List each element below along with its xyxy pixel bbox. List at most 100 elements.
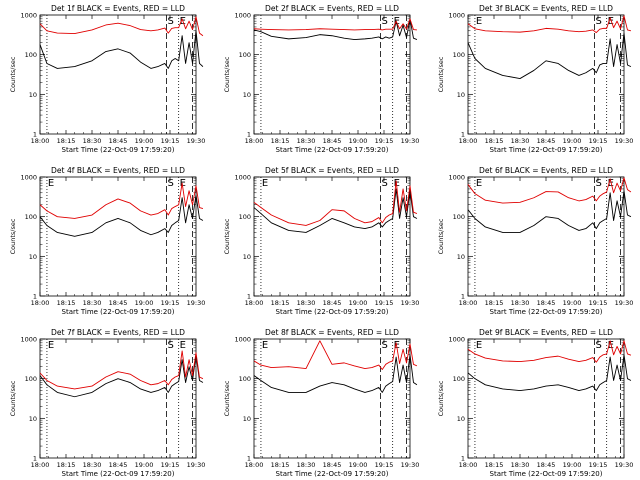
y-tick-label: 1 [247, 131, 251, 139]
x-tick-label: 18:45 [109, 461, 128, 469]
x-tick-label: 18:15 [57, 299, 76, 307]
panel-det-7f: Det 7f BLACK = Events, RED = LLD 1 10 100 10… [9, 328, 205, 478]
marker-label: E [476, 178, 482, 189]
x-tick-label: 19:00 [135, 299, 154, 307]
plot-frame [467, 14, 625, 135]
y-tick-label: 1000 [20, 336, 37, 344]
panel-det-1f: Det 1f BLACK = Events, RED = LLD 1 10 100 10… [9, 4, 205, 154]
x-tick-label: 18:15 [271, 299, 290, 307]
y-tick-label: 1 [461, 293, 465, 301]
x-tick-label: 19:00 [135, 461, 154, 469]
y-axis-label: Counts/sec [223, 56, 231, 92]
x-tick-label: 18:00 [459, 299, 478, 307]
x-tick-label: 18:30 [297, 299, 316, 307]
plot-frame [39, 176, 197, 297]
series-line-lld [253, 340, 418, 370]
x-tick-label: 18:15 [271, 137, 290, 145]
y-tick-label: 1000 [234, 336, 251, 344]
marker-label: S [168, 16, 174, 27]
x-tick-label: 18:45 [537, 461, 556, 469]
x-tick-label: 18:45 [323, 299, 342, 307]
x-tick-label: 18:00 [459, 461, 478, 469]
series-line-lld [253, 18, 417, 31]
marker-label: S [596, 340, 602, 351]
y-axis-label: Counts/sec [223, 380, 231, 416]
plot-frame [39, 338, 197, 459]
x-axis-label: Start Time (22-Oct-09 17:59:20) [490, 146, 603, 154]
x-tick-label: 18:45 [109, 299, 128, 307]
y-tick-label: 1 [247, 293, 251, 301]
panel-title: Det 9f BLACK = Events, RED = LLD [479, 328, 613, 337]
panel-title: Det 2f BLACK = Events, RED = LLD [265, 4, 399, 13]
series-line-events [467, 32, 632, 79]
panel-title: Det 3f BLACK = Events, RED = LLD [479, 4, 613, 13]
marker-label: E [476, 340, 482, 351]
y-tick-label: 100 [239, 213, 251, 221]
y-tick-label: 1000 [448, 336, 465, 344]
x-tick-label: 18:30 [511, 137, 530, 145]
y-tick-label: 1 [33, 131, 37, 139]
y-tick-label: 1 [33, 455, 37, 463]
x-tick-label: 18:30 [511, 461, 530, 469]
plot-frame [253, 176, 411, 297]
x-tick-label: 19:30 [187, 461, 206, 469]
marker-label: E [394, 16, 400, 27]
panel-det-3f: Det 3f BLACK = Events, RED = LLD 1 10 100 10… [437, 4, 633, 154]
x-tick-label: 19:00 [349, 137, 368, 145]
y-axis-label: Counts/sec [437, 218, 445, 254]
marker-label: S [382, 340, 388, 351]
panel-title: Det 1f BLACK = Events, RED = LLD [51, 4, 185, 13]
x-tick-label: 19:15 [161, 461, 180, 469]
x-tick-label: 18:30 [511, 299, 530, 307]
series-line-lld [467, 177, 632, 204]
series-line-events [39, 354, 204, 398]
x-tick-label: 19:00 [349, 461, 368, 469]
x-tick-label: 19:15 [589, 299, 608, 307]
y-tick-label: 100 [25, 51, 37, 59]
y-tick-label: 1 [461, 131, 465, 139]
x-tick-label: 19:30 [615, 461, 634, 469]
marker-label: S [382, 16, 388, 27]
y-tick-label: 1000 [448, 12, 465, 20]
x-tick-label: 19:15 [375, 461, 394, 469]
plot-frame [253, 14, 411, 135]
y-tick-label: 1000 [234, 174, 251, 182]
series-line-events [253, 18, 418, 41]
x-tick-label: 18:30 [83, 461, 102, 469]
x-tick-label: 18:45 [323, 137, 342, 145]
x-tick-label: 19:15 [161, 137, 180, 145]
x-tick-label: 18:45 [537, 137, 556, 145]
x-tick-label: 18:15 [57, 461, 76, 469]
y-tick-label: 10 [29, 91, 37, 99]
y-tick-label: 100 [25, 213, 37, 221]
x-tick-label: 19:30 [401, 461, 420, 469]
y-axis-label: Counts/sec [437, 56, 445, 92]
x-tick-label: 18:00 [245, 137, 264, 145]
x-tick-label: 19:30 [401, 137, 420, 145]
marker-label: S [596, 178, 602, 189]
panel-det-9f: Det 9f BLACK = Events, RED = LLD 1 10 100 10… [437, 328, 633, 478]
x-tick-label: 19:30 [615, 299, 634, 307]
x-tick-label: 18:00 [31, 461, 50, 469]
y-tick-label: 100 [239, 375, 251, 383]
x-axis-label: Start Time (22-Oct-09 17:59:20) [276, 308, 389, 316]
marker-label: E [262, 178, 268, 189]
y-axis-label: Counts/sec [223, 218, 231, 254]
x-axis-label: Start Time (22-Oct-09 17:59:20) [62, 308, 175, 316]
y-tick-label: 10 [457, 91, 465, 99]
marker-label: S [382, 178, 388, 189]
x-tick-label: 18:30 [297, 137, 316, 145]
x-tick-label: 19:00 [563, 299, 582, 307]
panel-det-4f: Det 4f BLACK = Events, RED = LLD 1 10 100 10… [9, 166, 205, 316]
y-tick-label: 10 [457, 415, 465, 423]
panel-title: Det 8f BLACK = Events, RED = LLD [265, 328, 399, 337]
x-tick-label: 19:00 [563, 461, 582, 469]
x-tick-label: 18:15 [485, 299, 504, 307]
series-line-events [467, 354, 632, 392]
panel-det-6f: Det 6f BLACK = Events, RED = LLD 1 10 100 10… [437, 166, 633, 316]
series-line-lld [467, 340, 632, 363]
panel-det-2f: Det 2f BLACK = Events, RED = LLD 1 10 100 10… [223, 4, 419, 154]
marker-label: S [168, 178, 174, 189]
x-tick-label: 18:45 [109, 137, 128, 145]
x-tick-label: 19:15 [589, 461, 608, 469]
